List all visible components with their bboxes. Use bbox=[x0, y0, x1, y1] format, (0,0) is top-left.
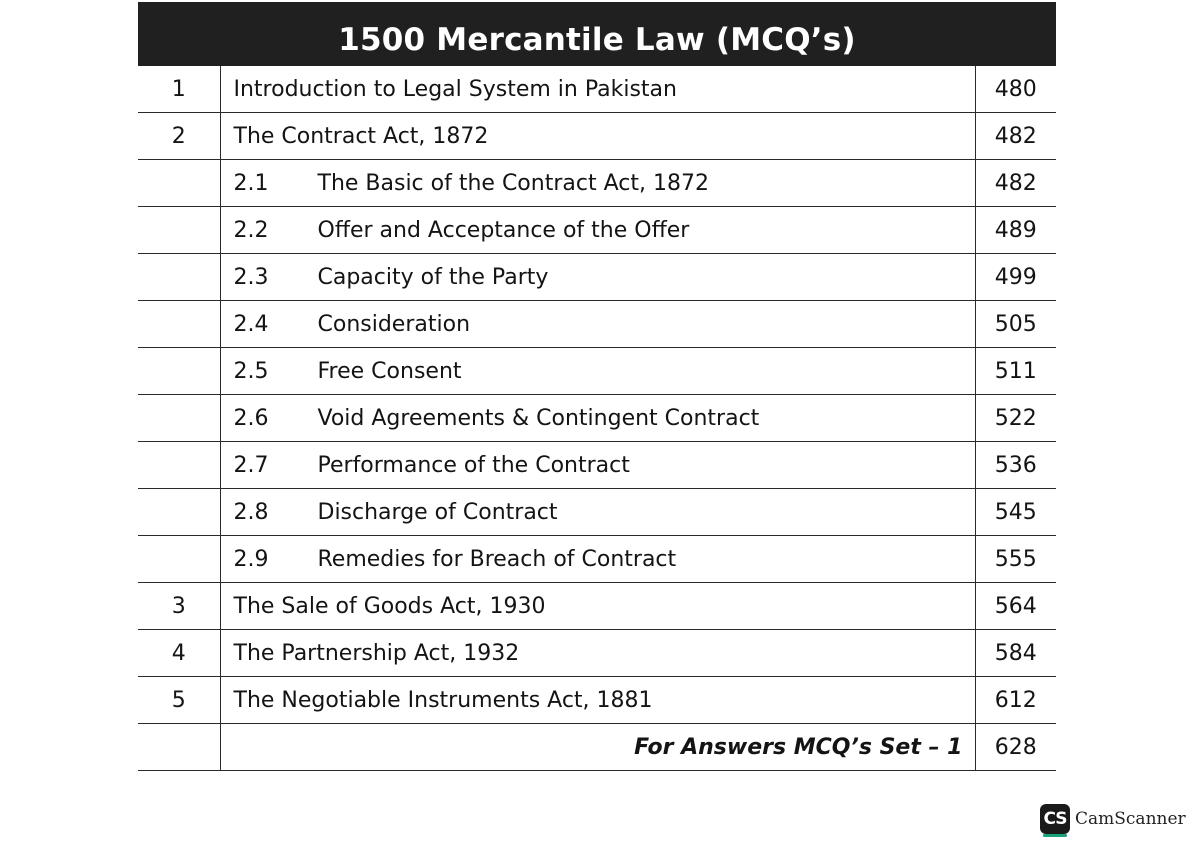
section-title: The Basic of the Contract Act, 1872 bbox=[317, 170, 709, 196]
chapter-number bbox=[138, 488, 221, 536]
section-number: 2.8 bbox=[233, 499, 269, 525]
chapter-number: 5 bbox=[138, 676, 221, 724]
chapter-number bbox=[138, 441, 221, 489]
page-number: 522 bbox=[975, 394, 1056, 442]
chapter-title: The Contract Act, 1872 bbox=[220, 112, 976, 160]
section-title: Free Consent bbox=[317, 358, 462, 384]
contents-table: 1 Introduction to Legal System in Pakist… bbox=[138, 66, 1056, 771]
section-title-cell: 2.2 Offer and Acceptance of the Offer bbox=[220, 206, 976, 254]
page-title: 1500 Mercantile Law (MCQ’s) bbox=[338, 22, 856, 58]
chapter-number bbox=[138, 394, 221, 442]
chapter-number bbox=[138, 723, 221, 771]
chapter-number bbox=[138, 159, 221, 207]
title-bar: 1500 Mercantile Law (MCQ’s) bbox=[138, 2, 1056, 66]
section-number: 2.5 bbox=[233, 358, 269, 384]
section-title: Performance of the Contract bbox=[317, 452, 630, 478]
chapter-title: The Negotiable Instruments Act, 1881 bbox=[220, 676, 976, 724]
section-number: 2.6 bbox=[233, 405, 269, 431]
page-number: 489 bbox=[975, 206, 1056, 254]
table-row: 1 Introduction to Legal System in Pakist… bbox=[138, 66, 1056, 113]
page-number: 545 bbox=[975, 488, 1056, 536]
section-title-cell: 2.6 Void Agreements & Contingent Contract bbox=[220, 394, 976, 442]
page-number: 480 bbox=[975, 66, 1056, 113]
section-number: 2.9 bbox=[233, 546, 269, 572]
chapter-title: The Sale of Goods Act, 1930 bbox=[220, 582, 976, 630]
section-title: Capacity of the Party bbox=[317, 264, 549, 290]
chapter-number bbox=[138, 206, 221, 254]
camscanner-label: CamScanner bbox=[1075, 809, 1186, 829]
section-title: Void Agreements & Contingent Contract bbox=[317, 405, 760, 431]
chapter-number: 4 bbox=[138, 629, 221, 677]
table-row: 2.8 Discharge of Contract 545 bbox=[138, 488, 1056, 536]
section-number: 2.1 bbox=[233, 170, 269, 196]
section-title: Discharge of Contract bbox=[317, 499, 558, 525]
chapter-number bbox=[138, 253, 221, 301]
page-number: 628 bbox=[975, 723, 1056, 771]
chapter-title: Introduction to Legal System in Pakistan bbox=[220, 66, 976, 113]
page-number: 536 bbox=[975, 441, 1056, 489]
page-number: 482 bbox=[975, 159, 1056, 207]
chapter-number bbox=[138, 347, 221, 395]
chapter-title: The Partnership Act, 1932 bbox=[220, 629, 976, 677]
page-number: 482 bbox=[975, 112, 1056, 160]
section-number: 2.7 bbox=[233, 452, 269, 478]
chapter-number: 3 bbox=[138, 582, 221, 630]
camscanner-watermark: CS CamScanner bbox=[1040, 804, 1186, 837]
table-row: 2.2 Offer and Acceptance of the Offer 489 bbox=[138, 206, 1056, 254]
table-row: 3 The Sale of Goods Act, 1930 564 bbox=[138, 582, 1056, 630]
page-number: 499 bbox=[975, 253, 1056, 301]
table-row: 2.5 Free Consent 511 bbox=[138, 347, 1056, 395]
table-row: 2.6 Void Agreements & Contingent Contract… bbox=[138, 394, 1056, 442]
section-title: Consideration bbox=[317, 311, 471, 337]
chapter-number: 1 bbox=[138, 66, 221, 113]
section-number: 2.3 bbox=[233, 264, 269, 290]
section-title-cell: 2.8 Discharge of Contract bbox=[220, 488, 976, 536]
page-number: 564 bbox=[975, 582, 1056, 630]
section-title-cell: 2.3 Capacity of the Party bbox=[220, 253, 976, 301]
section-title-cell: 2.7 Performance of the Contract bbox=[220, 441, 976, 489]
page-number: 511 bbox=[975, 347, 1056, 395]
table-of-contents: 1500 Mercantile Law (MCQ’s) 1 Introducti… bbox=[138, 2, 1056, 771]
section-title: Offer and Acceptance of the Offer bbox=[317, 217, 690, 243]
section-title-cell: 2.5 Free Consent bbox=[220, 347, 976, 395]
footer-row: For Answers MCQ’s Set – 1 628 bbox=[138, 723, 1056, 771]
page-number: 505 bbox=[975, 300, 1056, 348]
chapter-number: 2 bbox=[138, 112, 221, 160]
section-number: 2.2 bbox=[233, 217, 269, 243]
table-row: 2.7 Performance of the Contract 536 bbox=[138, 441, 1056, 489]
table-row: 5 The Negotiable Instruments Act, 1881 6… bbox=[138, 676, 1056, 724]
chapter-number bbox=[138, 535, 221, 583]
section-title: Remedies for Breach of Contract bbox=[317, 546, 677, 572]
camscanner-logo-icon: CS bbox=[1040, 804, 1070, 837]
table-row: 2.1 The Basic of the Contract Act, 1872 4… bbox=[138, 159, 1056, 207]
answers-label: For Answers MCQ’s Set – 1 bbox=[220, 723, 976, 771]
table-row: 2.9 Remedies for Breach of Contract 555 bbox=[138, 535, 1056, 583]
section-title-cell: 2.9 Remedies for Breach of Contract bbox=[220, 535, 976, 583]
page-number: 555 bbox=[975, 535, 1056, 583]
table-row: 2 The Contract Act, 1872 482 bbox=[138, 112, 1056, 160]
section-title-cell: 2.1 The Basic of the Contract Act, 1872 bbox=[220, 159, 976, 207]
page-number: 612 bbox=[975, 676, 1056, 724]
table-row: 4 The Partnership Act, 1932 584 bbox=[138, 629, 1056, 677]
chapter-number bbox=[138, 300, 221, 348]
page-number: 584 bbox=[975, 629, 1056, 677]
section-number: 2.4 bbox=[233, 311, 269, 337]
table-row: 2.3 Capacity of the Party 499 bbox=[138, 253, 1056, 301]
section-title-cell: 2.4 Consideration bbox=[220, 300, 976, 348]
table-row: 2.4 Consideration 505 bbox=[138, 300, 1056, 348]
